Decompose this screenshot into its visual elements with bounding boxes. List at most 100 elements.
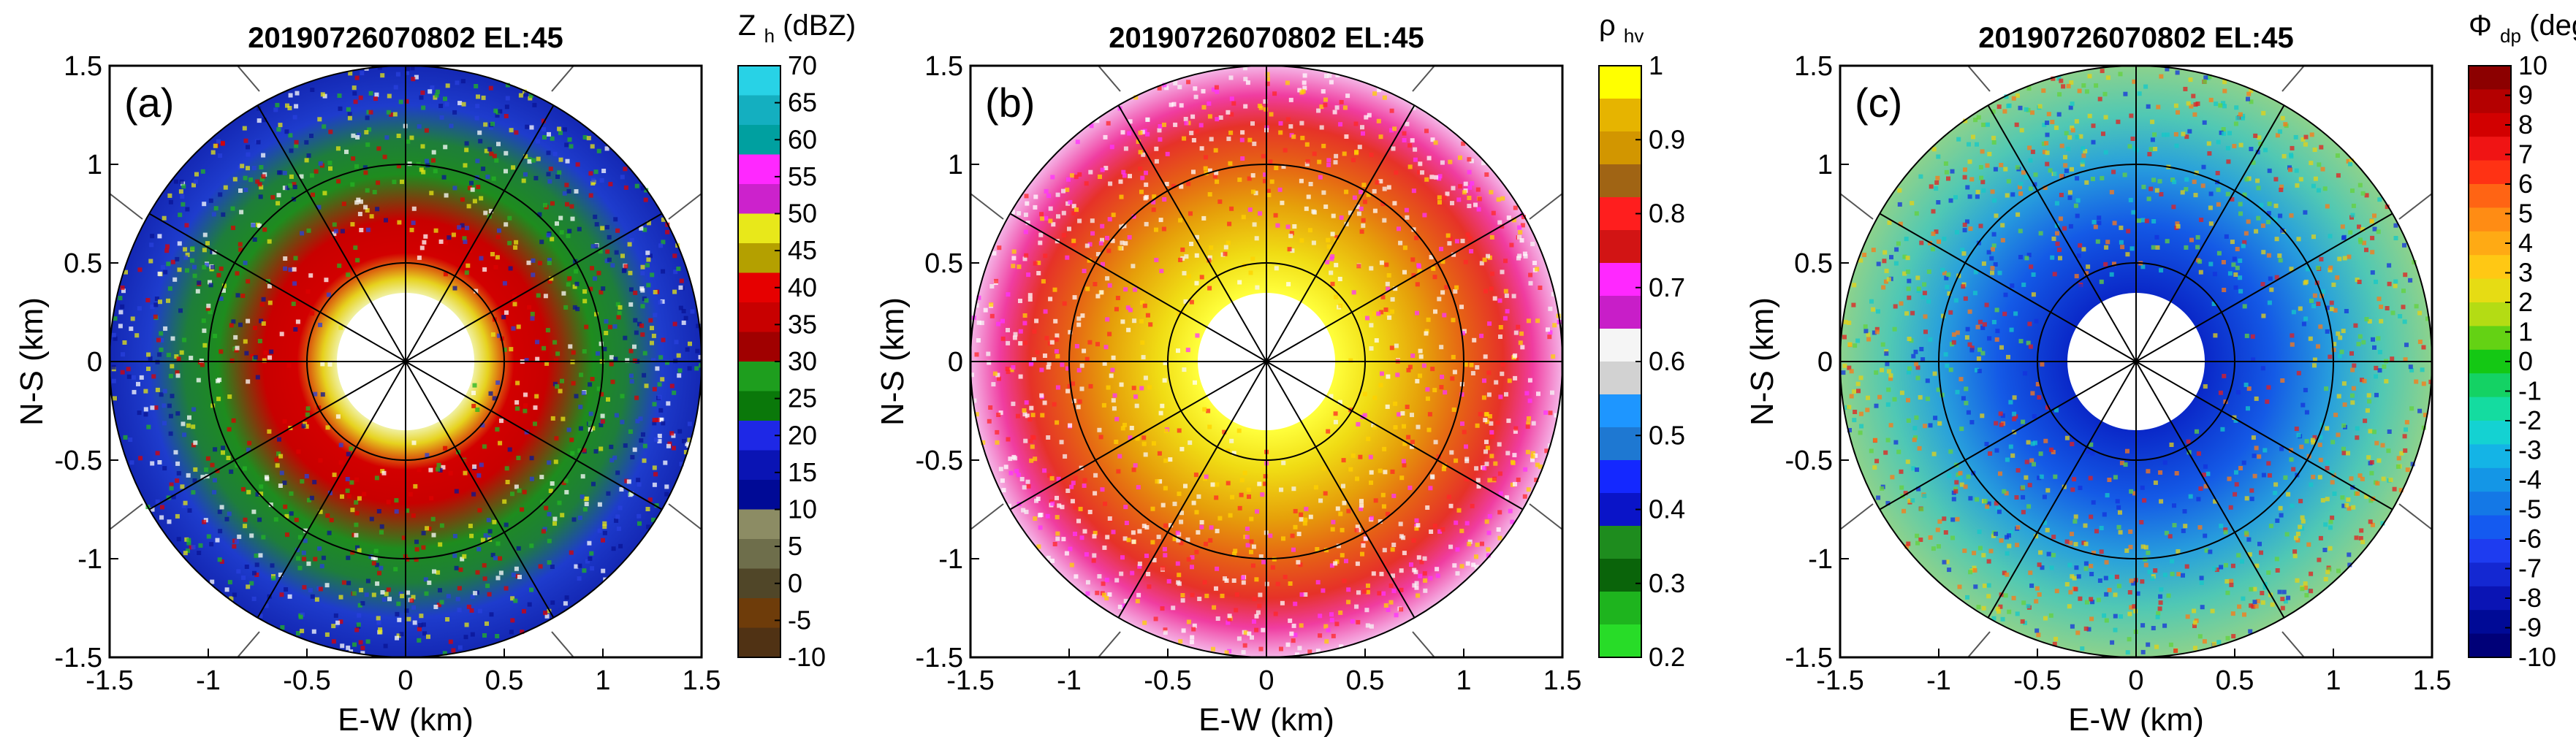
panel-c-speckle (2189, 237, 2194, 242)
panel-a-speckle (379, 524, 384, 529)
panel-a-speckle (546, 172, 551, 177)
panel-c-speckle (1968, 570, 1973, 575)
panel-c-speckle (2296, 432, 2301, 437)
panel-b-speckle (1100, 237, 1104, 242)
panel-c-speckle (2024, 459, 2029, 465)
panel-c-speckle (2070, 102, 2075, 107)
panel-c-speckle (2040, 362, 2045, 367)
panel-c-speckle (2360, 378, 2364, 383)
panel-a-speckle (212, 478, 217, 483)
panel-b-speckle (1378, 179, 1383, 184)
panel-c-speckle (2382, 364, 2387, 369)
panel-b-spoke-240 (1117, 361, 1267, 619)
panel-c-speckle (2309, 571, 2314, 576)
panel-b-x-ticks: -1.5 -1 -0.5 0 0.5 1 1.5 (946, 649, 1581, 696)
panel-c-speckle (2139, 520, 2144, 524)
panel-a-speckle (650, 326, 654, 331)
panel-b-speckle (1177, 311, 1182, 316)
panel-c-speckle (1977, 546, 1983, 551)
panel-a-speckle (375, 562, 380, 567)
panel-b-speckle (1497, 471, 1502, 476)
panel-c-speckle (1918, 538, 1923, 542)
panel-c-speckle (2246, 219, 2251, 224)
panel-c-speckle (1978, 223, 1983, 229)
panel-a-speckle (664, 492, 669, 497)
panel-c-speckle (1953, 195, 1958, 200)
panel-a-speckle (262, 358, 267, 363)
panel-c-speckle (2045, 527, 2050, 532)
panel-a-speckle (539, 475, 544, 480)
panel-c-speckle (2194, 170, 2199, 175)
panel-b-speckle (1418, 573, 1423, 578)
panel-b-speckle (1353, 121, 1359, 126)
panel-a-speckle (151, 374, 156, 379)
panel-a-speckle (206, 303, 211, 308)
panel-b-speckle (1123, 598, 1128, 603)
panel-b-speckle (1393, 425, 1398, 430)
panel-c-colorbar-swatch (2469, 89, 2511, 114)
panel-a-speckle (232, 177, 238, 182)
panel-c-speckle (1980, 413, 1985, 418)
panel-c-speckle (2073, 586, 2078, 592)
panel-b-speckle (1188, 211, 1193, 216)
panel-b-speckle (1280, 200, 1285, 205)
panel-c-speckle (2336, 432, 2341, 437)
panel-b-speckle (1117, 454, 1122, 459)
panel-b-x-tick-label: 1.5 (1543, 665, 1582, 696)
panel-b-speckle (1523, 253, 1528, 259)
panel-c-speckle (1973, 118, 1978, 123)
panel-c-speckle (1935, 175, 1940, 180)
panel-a-speckle (572, 305, 577, 310)
panel-a-speckle (380, 590, 385, 595)
panel-c-x-tick-label: 1 (2325, 665, 2341, 696)
panel-c-speckle (2219, 565, 2224, 570)
panel-b-speckle (1076, 322, 1082, 327)
panel-a-speckle (613, 356, 618, 362)
panel-a-speckle (635, 418, 640, 424)
panel-c-speckle (1993, 262, 1998, 267)
panel-b-speckle (1044, 335, 1049, 340)
panel-b-speckle (1417, 169, 1421, 175)
panel-a-speckle (137, 410, 142, 416)
panel-c-speckle (1998, 411, 2003, 416)
panel-b-speckle (1226, 448, 1231, 454)
panel-a-speckle (153, 405, 159, 410)
panel-a-speckle (251, 166, 257, 171)
panel-c-speckle (2000, 223, 2005, 228)
panel-c-colorbar-swatch (2469, 66, 2511, 90)
panel-a-speckle (157, 234, 162, 239)
panel-b-speckle (1038, 240, 1043, 245)
panel-b-speckle (1467, 185, 1473, 190)
panel-c-spoke-300 (2135, 361, 2285, 619)
panel-c-speckle (2073, 542, 2078, 547)
panel-c-speckle (1943, 161, 1948, 166)
panel-c-speckle (2267, 473, 2272, 478)
panel-c-speckle (1847, 342, 1853, 347)
panel-a-speckle (640, 304, 645, 309)
panel-b-speckle (1013, 332, 1018, 337)
panel-c-speckle (2303, 134, 2309, 139)
panel-c-speckle (1905, 459, 1910, 465)
panel-b-speckle (1266, 193, 1272, 197)
panel-b-speckle (1250, 563, 1255, 568)
panel-c-speckle (2084, 600, 2089, 605)
panel-a-speckle (581, 391, 586, 396)
panel-c-speckle (1856, 389, 1861, 394)
panel-b-speckle (1109, 145, 1114, 150)
panel-b-speckle (1234, 592, 1239, 597)
panel-a-speckle (382, 154, 387, 159)
panel-a-speckle (178, 308, 183, 313)
panel-a-speckle (313, 557, 318, 562)
panel-a-speckle (517, 488, 522, 493)
panel-c-speckle (2229, 582, 2234, 587)
panel-a-speckle (306, 561, 311, 566)
panel-c-speckle (2325, 305, 2330, 310)
panel-b-speckle (1180, 256, 1185, 261)
panel-b-speckle (1177, 492, 1182, 497)
panel-c-speckle (2153, 568, 2158, 573)
panel-a-speckle (580, 494, 585, 500)
panel-b-speckle (1307, 649, 1312, 654)
panel-c-speckle (2372, 345, 2376, 350)
panel-c-speckle (2051, 76, 2056, 81)
panel-a-speckle (324, 583, 330, 588)
